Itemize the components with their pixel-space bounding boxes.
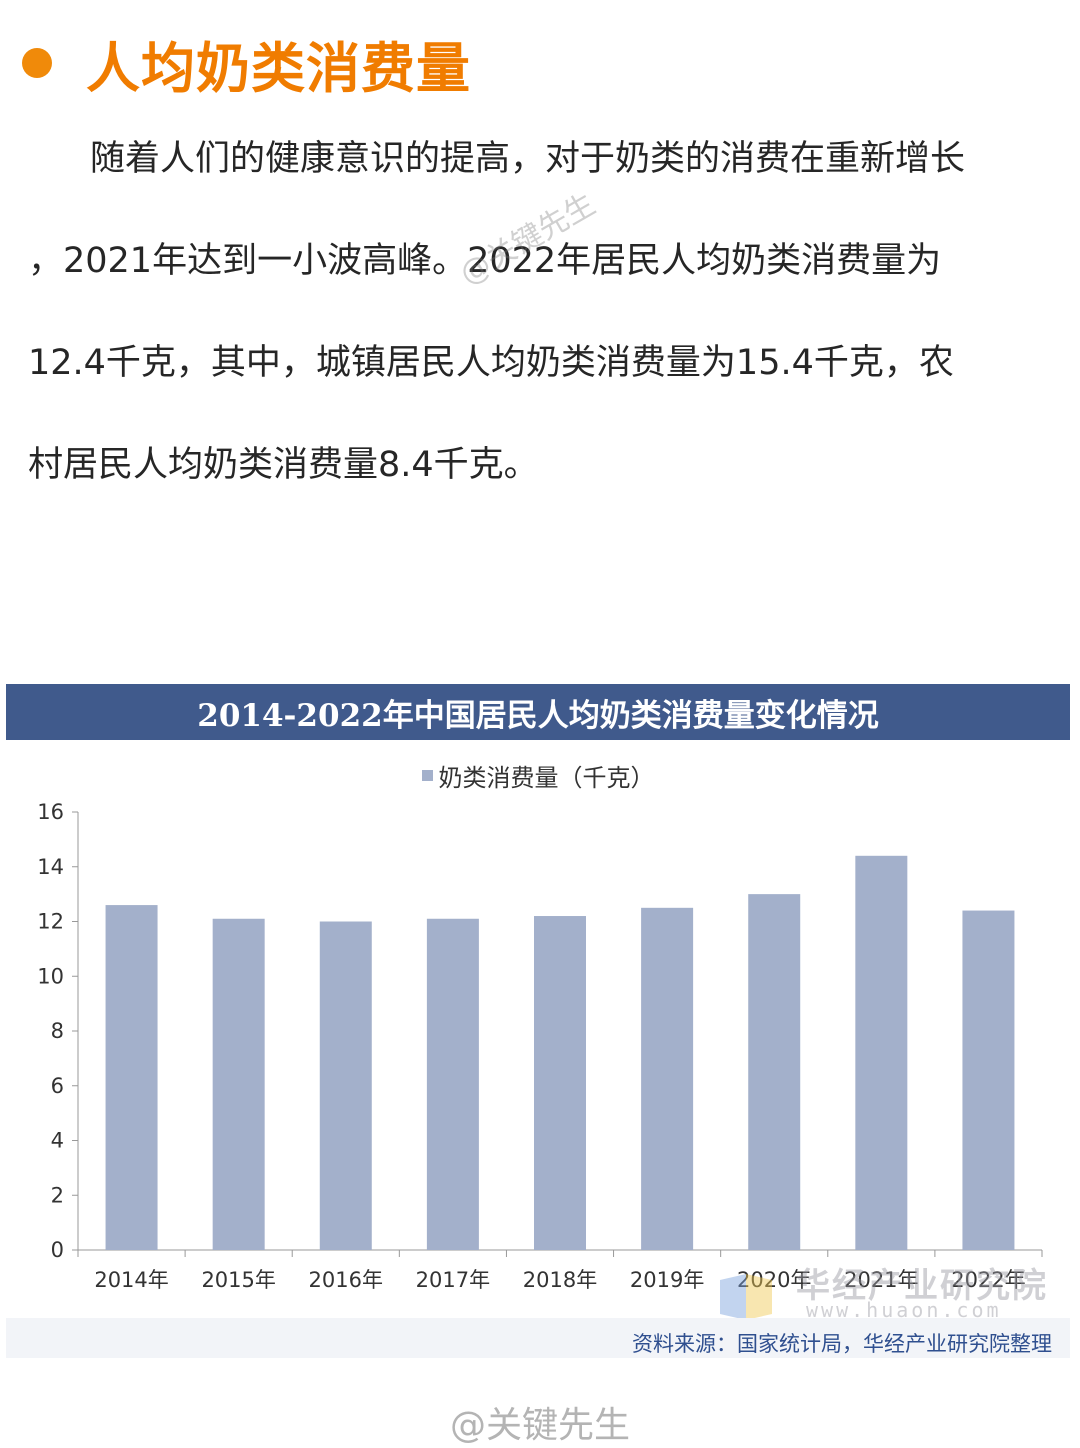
bar xyxy=(534,916,586,1250)
footer-watermark: @关键先生 xyxy=(449,1405,630,1446)
y-tick-label: 8 xyxy=(51,1019,64,1043)
brand-logo-icon xyxy=(720,1274,772,1320)
intro-line: 12.4千克，其中，城镇居民人均奶类消费量为15.4千克，农 xyxy=(28,343,954,383)
heading-title: 人均奶类消费量 xyxy=(86,35,471,100)
x-category-label: 2020年 xyxy=(737,1268,811,1292)
bar xyxy=(748,894,801,1250)
y-tick-label: 16 xyxy=(37,800,64,824)
brand-name: 华经产业研究院 xyxy=(796,1266,1048,1306)
bar-chart-plot: 0 2 4 6 8 10 12 14 16 2014年 2015年 2016年 2017年 2018年 20… xyxy=(37,800,1043,1292)
intro-line: 村居民人均奶类消费量8.4千克。 xyxy=(28,445,539,485)
intro-line: 随着人们的健康意识的提高，对于奶类的消费在重新增长 xyxy=(90,139,966,179)
bar xyxy=(962,910,1015,1250)
x-category-label: 2014年 xyxy=(94,1268,168,1292)
x-category-label: 2015年 xyxy=(201,1268,275,1292)
intro-line: ，2021年达到一小波高峰。2022年居民人均奶类消费量为 xyxy=(28,241,942,281)
chart-source: 资料来源：国家统计局，华经产业研究院整理 xyxy=(632,1332,1052,1356)
x-category-label: 2017年 xyxy=(416,1268,490,1292)
intro-paragraph: 随着人们的健康意识的提高，对于奶类的消费在重新增长 ，2021年达到一小波高峰。… xyxy=(28,108,1058,516)
chart-container: 2014-2022年中国居民人均奶类消费量变化情况 奶类消费量（千克） 0 2 4 6… xyxy=(6,684,1070,1358)
bar xyxy=(641,907,694,1250)
legend-label: 奶类消费量（千克） xyxy=(438,764,655,792)
x-category-label: 2021年 xyxy=(844,1268,918,1292)
y-tick-label: 14 xyxy=(37,855,64,879)
section-heading: 人均奶类消费量 xyxy=(22,18,471,108)
chart-legend: 奶类消费量（千克） xyxy=(6,758,1070,793)
x-category-label: 2016年 xyxy=(309,1268,383,1292)
chart-title: 2014-2022年中国居民人均奶类消费量变化情况 xyxy=(197,697,879,734)
y-tick-label: 4 xyxy=(51,1129,64,1153)
bar xyxy=(855,855,908,1250)
bar xyxy=(105,905,158,1250)
bar xyxy=(212,918,265,1250)
y-tick-label: 6 xyxy=(51,1074,64,1098)
bar xyxy=(319,921,372,1250)
bar xyxy=(426,918,479,1250)
y-tick-label: 0 xyxy=(51,1238,64,1262)
y-tick-label: 10 xyxy=(37,964,64,988)
x-category-label: 2019年 xyxy=(630,1268,704,1292)
y-tick-label: 12 xyxy=(37,910,64,934)
bullet-dot-icon xyxy=(22,48,52,78)
y-tick-label: 2 xyxy=(51,1183,64,1207)
x-category-label: 2018年 xyxy=(523,1268,597,1292)
x-category-label: 2022年 xyxy=(951,1268,1025,1292)
chart-title-bar: 2014-2022年中国居民人均奶类消费量变化情况 xyxy=(6,684,1070,740)
legend-swatch xyxy=(421,770,433,781)
source-band xyxy=(6,1318,1070,1358)
